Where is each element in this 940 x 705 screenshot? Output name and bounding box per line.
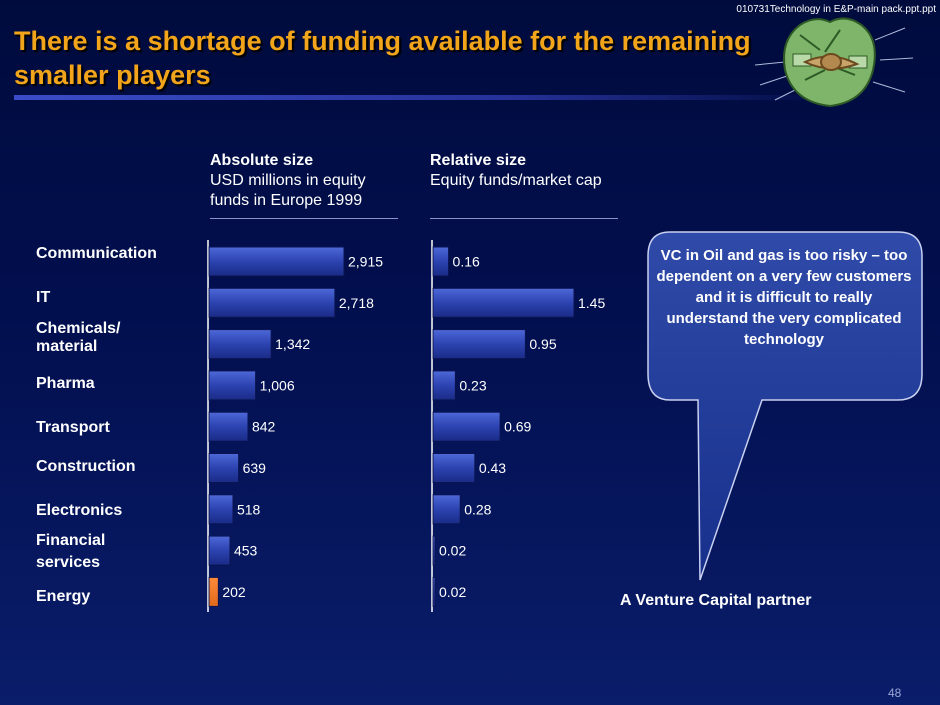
- bar: [432, 246, 450, 277]
- bar: [208, 576, 219, 607]
- bar: [432, 411, 501, 442]
- bar-value-label: 202: [222, 584, 246, 600]
- relative-size-rule: [430, 218, 618, 219]
- bar: [208, 494, 234, 525]
- bar: [208, 411, 249, 442]
- bar-value-label: 0.02: [439, 543, 466, 559]
- category-label: Transport: [36, 419, 110, 436]
- bar: [432, 494, 461, 525]
- quote-source: A Venture Capital partner: [620, 592, 812, 609]
- bar: [432, 370, 456, 401]
- relative-size-subtitle: Equity funds/market cap: [430, 172, 602, 189]
- money-bag-icon: [754, 17, 914, 108]
- bar-value-label: 1.45: [578, 295, 605, 311]
- absolute-size-subtitle: USD millions in equity funds in Europe 1…: [210, 172, 366, 209]
- bar: [208, 329, 272, 360]
- bar: [208, 287, 336, 318]
- bar-value-label: 0.95: [529, 336, 556, 352]
- speech-bubble: [647, 231, 923, 581]
- category-label: Communication: [36, 245, 157, 262]
- bar-value-label: 0.23: [459, 377, 486, 393]
- category-label: Financial services: [36, 532, 106, 571]
- bar: [208, 535, 231, 566]
- bar: [208, 453, 240, 483]
- bar-value-label: 453: [234, 543, 258, 559]
- callout-quote: VC in Oil and gas is too risky – too dep…: [656, 247, 912, 348]
- bar-value-label: 1,342: [275, 336, 310, 352]
- absolute-size-rule: [210, 218, 398, 219]
- bar-value-label: 639: [243, 460, 267, 476]
- file-label: 010731Technology in E&P-main pack.ppt.pp…: [736, 4, 936, 15]
- bar: [432, 453, 476, 483]
- category-label: Chemicals/material: [36, 320, 121, 355]
- bar: [432, 287, 575, 318]
- bar-value-label: 0.43: [479, 460, 506, 476]
- bar: [432, 576, 436, 607]
- absolute-size-title: Absolute size: [210, 152, 314, 169]
- bar: [432, 535, 436, 566]
- category-label: Construction: [36, 458, 136, 475]
- bar-value-label: 518: [237, 501, 261, 517]
- category-label: Electronics: [36, 502, 123, 519]
- bar: [432, 329, 526, 360]
- absolute-size-header: Absolute size USD millions in equity fun…: [210, 151, 405, 211]
- bar-value-label: 2,915: [348, 254, 383, 270]
- bar-value-label: 0.02: [439, 584, 466, 600]
- bar-value-label: 0.28: [464, 501, 491, 517]
- relative-size-title: Relative size: [430, 152, 527, 169]
- relative-size-header: Relative size Equity funds/market cap: [430, 151, 620, 191]
- bar: [208, 370, 257, 401]
- bar: [208, 246, 345, 277]
- category-label: Energy: [36, 588, 91, 605]
- category-label: Pharma: [36, 375, 95, 392]
- bar-value-label: 0.16: [453, 254, 480, 270]
- bar-value-label: 842: [252, 419, 276, 435]
- bar-value-label: 1,006: [260, 377, 295, 393]
- page-number: 48: [888, 686, 902, 700]
- page-title: There is a shortage of funding available…: [14, 26, 751, 90]
- bar-value-label: 2,718: [339, 295, 374, 311]
- title-underline: [14, 95, 834, 100]
- bar-value-label: 0.69: [504, 419, 531, 435]
- category-label: IT: [36, 289, 51, 306]
